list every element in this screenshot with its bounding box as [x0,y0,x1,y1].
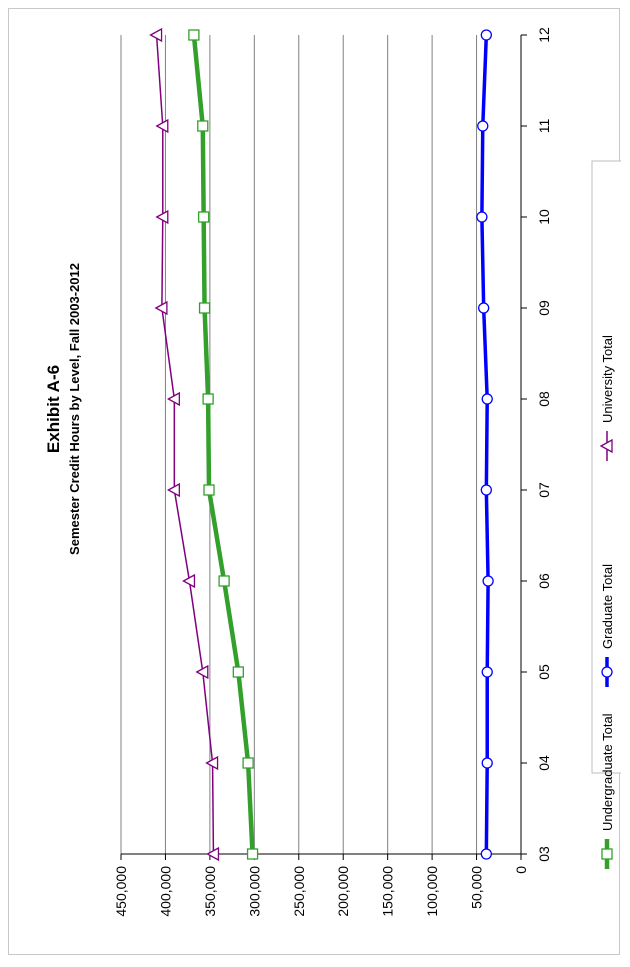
data-point [155,118,169,134]
axes: 0 50,000 100,000 150,000 200,000 250,000 300,0… [113,27,552,917]
data-point [478,302,490,314]
chart-title: Exhibit A-6 [44,365,63,453]
category-tick-label: 07 [536,482,552,498]
series-layer [149,27,494,862]
value-tick-label: 0 [513,866,529,874]
data-point [203,484,215,496]
category-tick-label: 09 [536,300,552,316]
data-point [242,757,254,769]
chart-subtitle: Semester Credit Hours by Level, Fall 200… [67,263,82,555]
data-point [480,29,492,41]
data-point [206,846,220,862]
data-point [246,848,259,860]
category-tick-label: 10 [536,209,552,225]
data-point [166,482,180,498]
data-point [481,666,493,678]
series-line [191,34,255,855]
data-point [166,391,180,407]
data-point [188,29,200,41]
category-tick-label: 06 [536,573,552,589]
data-point [232,666,244,678]
series-line [155,34,215,855]
value-tick-label: 400,000 [157,866,173,917]
data-point [202,393,214,405]
data-point [149,27,163,43]
data-point [155,209,169,225]
gridlines [120,35,478,854]
category-tick-label: 11 [536,119,552,134]
value-tick-label: 300,000 [246,866,262,917]
legend-marker [601,666,613,678]
data-point [482,575,494,587]
data-point [182,573,196,589]
legend: Undergraduate Total Graduate Total Univers… [599,335,615,869]
value-tick-label: 150,000 [380,866,396,917]
chart-svg: Exhibit A-6 Semester Credit Hours by Lev… [44,27,621,917]
legend-label: Undergraduate Total [600,713,615,831]
category-tick-label: 04 [536,755,552,771]
legend-marker [599,438,613,454]
value-tick-label: 100,000 [424,866,440,917]
data-point [480,484,492,496]
data-point [195,664,209,680]
category-tick-label: 12 [536,27,552,43]
legend-label: University Total [600,335,615,423]
legend-label: Graduate Total [600,564,615,649]
category-tick-label: 08 [536,391,552,407]
category-tick-label: 03 [536,846,552,862]
value-tick-label: 50,000 [469,866,485,909]
data-point [205,755,219,771]
data-point [198,211,210,223]
data-point [154,300,168,316]
data-point [198,302,211,314]
value-tick-label: 450,000 [113,866,129,917]
chart-frame: Exhibit A-6 Semester Credit Hours by Lev… [8,8,621,955]
data-point [218,575,230,587]
data-point [476,211,488,223]
data-point [481,393,493,405]
data-point [197,120,209,132]
value-tick-label: 250,000 [291,866,307,917]
data-point [481,757,493,769]
category-tick-label: 05 [536,664,552,680]
series-line [480,34,490,855]
data-point [477,120,489,132]
value-tick-label: 350,000 [202,866,218,917]
data-point [480,848,492,860]
value-tick-label: 200,000 [335,866,351,917]
legend-marker [601,848,613,860]
